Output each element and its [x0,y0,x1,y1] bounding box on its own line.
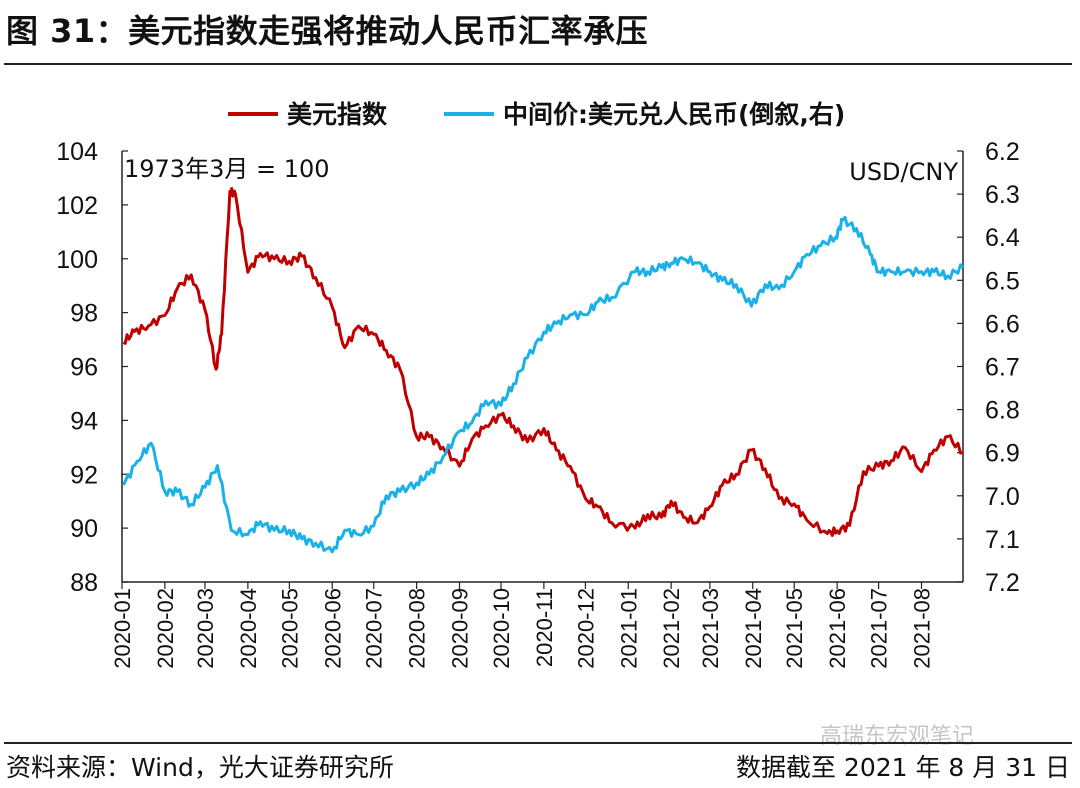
legend: 美元指数 中间价:美元兑人民币(倒叙,右) [228,100,845,129]
right-y-tick-label: 6.3 [985,181,1020,209]
left-y-tick-label: 94 [70,407,98,435]
left-y-tick-label: 98 [70,300,98,328]
right-y-tick-label: 6.8 [985,397,1020,425]
x-tick-label: 2020-04 [236,588,261,669]
x-tick-label: 2021-06 [825,588,850,669]
x-tick-label: 2020-08 [405,588,430,669]
x-tick-label: 2021-02 [659,588,684,669]
right-y-tick-label: 6.9 [985,440,1020,468]
right-y-tick-label: 6.7 [985,354,1020,382]
series-line-dxy [122,187,964,537]
x-tick-label: 2020-05 [277,588,302,669]
date-note: 数据截至 2021 年 8 月 31 日 [735,753,1070,782]
left-y-tick-label: 96 [70,354,98,382]
x-tick-label: 2020-10 [489,588,514,669]
x-tick-label: 2021-07 [867,588,892,669]
x-tick-label: 2021-03 [698,588,723,669]
right-y-tick-label: 6.4 [985,224,1020,252]
left-y-tick-label: 92 [70,461,98,489]
x-tick-label: 2020-07 [362,588,387,669]
left-y-tick-label: 104 [56,138,98,166]
right-y-tick-label: 7.1 [985,526,1020,554]
x-tick-label: 2021-04 [741,588,766,669]
x-tick-label: 2020-12 [573,588,598,669]
right-y-tick-label: 6.2 [985,138,1020,166]
x-tick-label: 2020-02 [153,588,178,669]
right-y-tick-label: 7.0 [985,483,1020,511]
left-y-ticks: 104 102 100 98 96 94 92 90 88 [56,138,128,597]
x-tick-label: 2021-01 [616,588,641,669]
axes [121,151,964,583]
source-note: 资料来源：Wind，光大证券研究所 [6,753,394,782]
x-tick-label: 2021-08 [910,588,935,669]
x-tick-label: 2020-01 [110,588,135,669]
chart: 美元指数 中间价:美元兑人民币(倒叙,右) 1973年3月 = 100 USD/… [56,100,1020,669]
right-y-tick-label: 6.6 [985,310,1020,338]
right-axis-unit: USD/CNY [849,158,958,186]
chart-title: 图 31：美元指数走强将推动人民币汇率承压 [6,12,649,50]
top-rule [4,63,1072,65]
x-ticks: 2020-01 2020-02 2020-03 2020-04 2020-05 2020-… [110,582,935,669]
right-y-tick-label: 7.2 [985,569,1020,597]
legend-label-cny: 中间价:美元兑人民币(倒叙,右) [503,100,845,129]
series-line-cny [122,215,965,554]
right-y-tick-label: 6.5 [985,267,1020,295]
legend-label-dxy: 美元指数 [287,100,388,129]
x-tick-label: 2020-03 [193,588,218,669]
bottom-rule [4,742,1072,744]
x-tick-label: 2020-11 [532,588,557,667]
left-y-tick-label: 88 [70,569,98,597]
left-y-tick-label: 90 [70,515,98,543]
series-lines [122,187,965,554]
left-axis-note: 1973年3月 = 100 [124,155,330,183]
watermark: 高瑞东宏观笔记 [820,724,975,749]
right-y-ticks: 6.2 6.3 6.4 6.5 6.6 6.7 6.8 6.9 7.0 7.1 7.2 [957,138,1020,597]
x-tick-label: 2021-05 [782,588,807,669]
left-y-tick-label: 102 [56,192,98,220]
left-y-tick-label: 100 [56,246,98,274]
x-tick-label: 2020-06 [320,588,345,669]
x-tick-label: 2020-09 [448,588,473,669]
